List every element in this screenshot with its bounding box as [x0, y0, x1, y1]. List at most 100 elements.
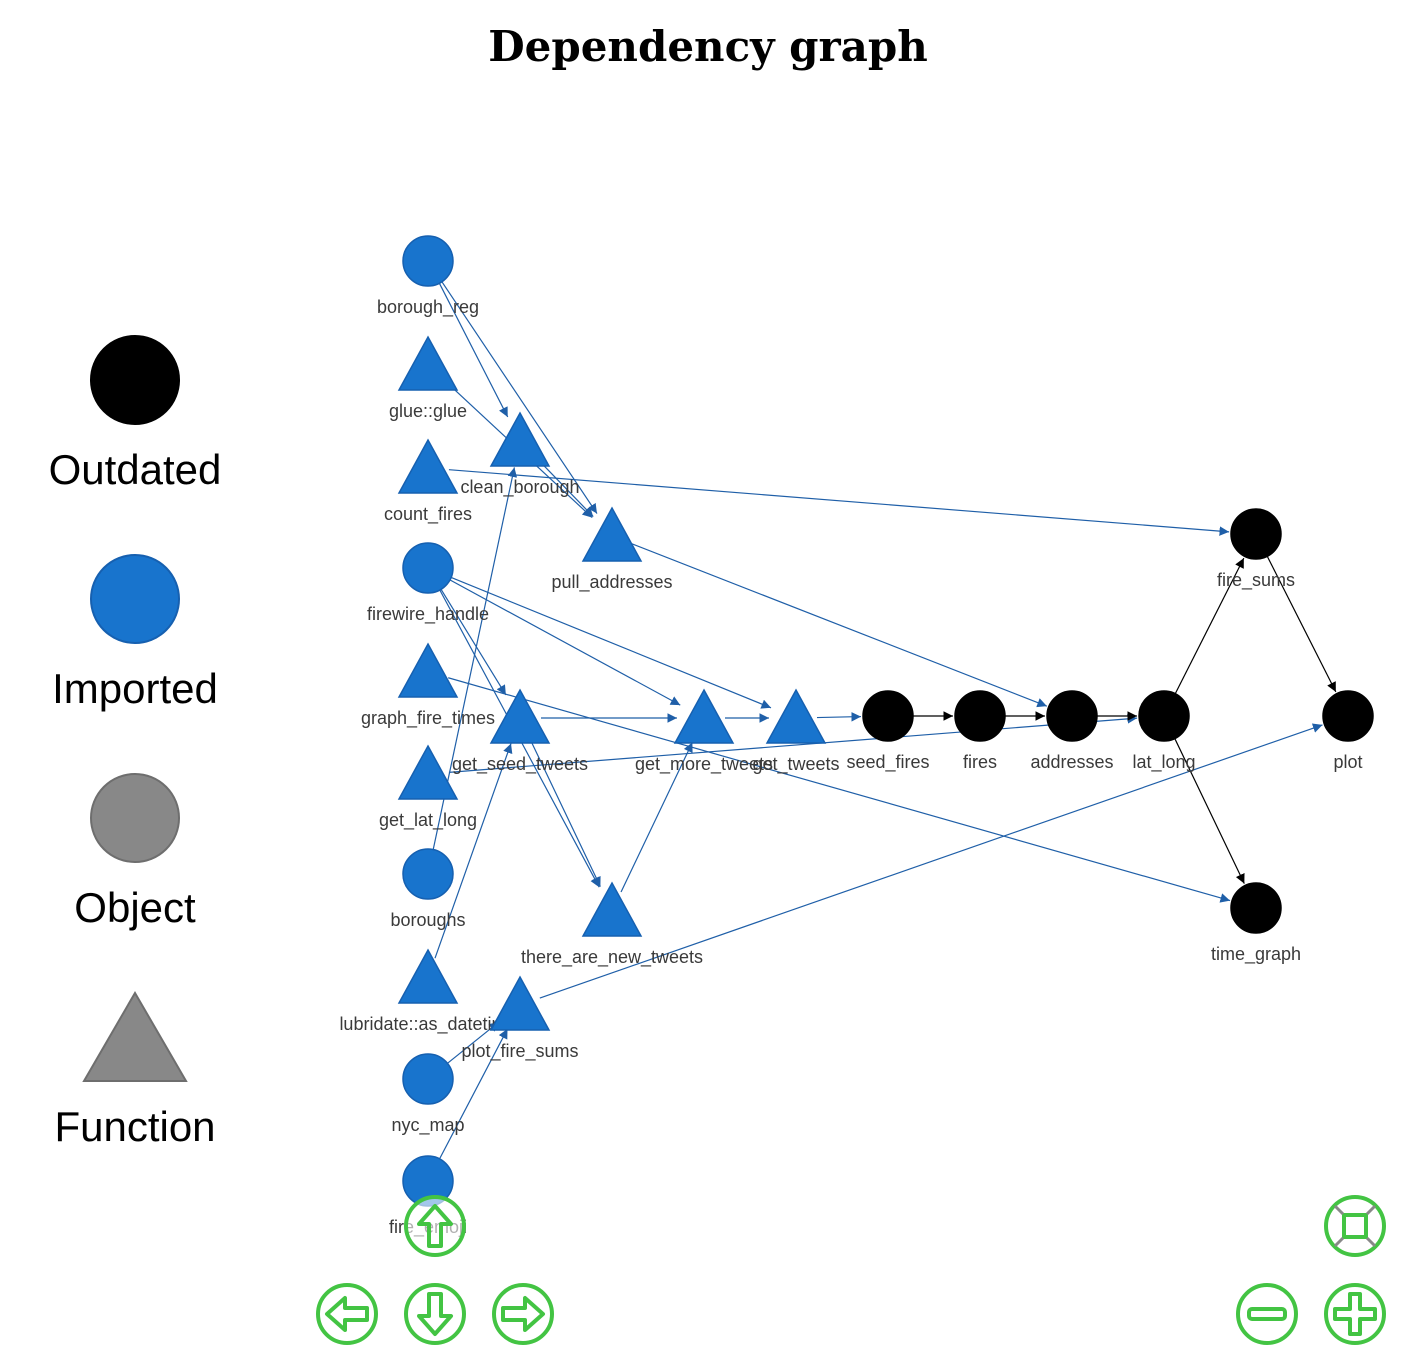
- node-label: clean_borough: [460, 477, 579, 498]
- edge-count_fires-to-fire_sums: [448, 469, 1230, 536]
- triangle-node-icon: [489, 975, 551, 1031]
- node-borough_reg[interactable]: borough_reg: [377, 235, 479, 318]
- triangle-node-icon: [397, 335, 459, 391]
- fit-screen-icon: [1324, 1195, 1386, 1257]
- edge-plot_fire_sums-to-plot: [539, 723, 1323, 999]
- legend-object-icon: [90, 773, 180, 863]
- triangle-node-icon: [489, 411, 551, 467]
- triangle-node-icon: [397, 948, 459, 1004]
- node-label: get_tweets: [752, 754, 839, 775]
- node-label: get_lat_long: [379, 810, 477, 831]
- node-plot[interactable]: plot: [1322, 690, 1374, 772]
- node-label: pull_addresses: [551, 572, 672, 593]
- zoom-out-icon: [1236, 1283, 1298, 1345]
- circle-node-icon: [1230, 882, 1282, 934]
- triangle-node-icon: [397, 642, 459, 698]
- node-there_are_new_tweets[interactable]: there_are_new_tweets: [521, 881, 703, 968]
- node-label: time_graph: [1211, 944, 1301, 965]
- edge-fire_sums-to-plot: [1264, 552, 1337, 693]
- node-fires[interactable]: fires: [954, 690, 1006, 772]
- zoom-in-button[interactable]: [1323, 1282, 1387, 1346]
- node-label: fires: [963, 752, 997, 772]
- node-pull_addresses[interactable]: pull_addresses: [551, 506, 673, 593]
- node-as_datetime[interactable]: lubridate::as_datetime: [339, 948, 517, 1035]
- node-boroughs[interactable]: boroughs: [390, 848, 466, 930]
- triangle-node-icon: [581, 506, 643, 562]
- circle-node-icon: [1322, 690, 1374, 742]
- node-label: count_fires: [384, 504, 472, 525]
- edge-get_seed_tweets-to-there_are_new_tweets: [528, 736, 601, 887]
- pan-up-button[interactable]: [403, 1194, 467, 1258]
- node-firewire_handle[interactable]: firewire_handle: [367, 542, 489, 625]
- node-get_lat_long[interactable]: get_lat_long: [379, 744, 477, 831]
- node-lat_long[interactable]: lat_long: [1132, 690, 1196, 773]
- node-nyc_map[interactable]: nyc_map: [391, 1053, 465, 1136]
- pan-left-button[interactable]: [315, 1282, 379, 1346]
- edge-nyc_map-to-plot_fire_sums: [443, 1021, 500, 1067]
- node-addresses[interactable]: addresses: [1030, 690, 1114, 772]
- node-get_more_tweets[interactable]: get_more_tweets: [635, 688, 773, 775]
- triangle-node-icon: [397, 438, 459, 494]
- node-label: get_seed_tweets: [452, 754, 588, 775]
- node-label: firewire_handle: [367, 604, 489, 625]
- down-arrow-icon: [404, 1283, 466, 1345]
- legend-label: Outdated: [49, 446, 222, 493]
- node-label: fire_sums: [1217, 570, 1295, 591]
- node-label: boroughs: [390, 910, 465, 930]
- legend-label: Imported: [52, 665, 218, 712]
- triangle-node-icon: [489, 688, 551, 744]
- edge-lat_long-to-time_graph: [1172, 734, 1245, 884]
- legend-outdated-icon: [90, 335, 180, 425]
- edge-as_datetime-to-get_seed_tweets: [434, 743, 513, 959]
- node-get_tweets[interactable]: get_tweets: [752, 688, 840, 775]
- circle-node-icon: [1138, 690, 1190, 742]
- fit-view-button[interactable]: [1323, 1194, 1387, 1258]
- legend-label: Function: [54, 1103, 215, 1150]
- node-graph_fire_times[interactable]: graph_fire_times: [361, 642, 495, 729]
- edge-get_tweets-to-seed_fires: [816, 711, 862, 722]
- triangle-node-icon: [581, 881, 643, 937]
- node-clean_borough[interactable]: clean_borough: [460, 411, 580, 498]
- node-label: addresses: [1030, 752, 1113, 772]
- node-label: graph_fire_times: [361, 708, 495, 729]
- node-label: borough_reg: [377, 297, 479, 318]
- node-seed_fires[interactable]: seed_fires: [846, 690, 930, 773]
- nodes-layer: borough_regglue::gluecount_firesfirewire…: [339, 235, 1374, 1238]
- legend: Outdated Imported Object Function: [49, 335, 222, 1150]
- node-label: there_are_new_tweets: [521, 947, 703, 968]
- node-count_fires[interactable]: count_fires: [384, 438, 472, 525]
- edge-pull_addresses-to-addresses: [631, 543, 1048, 708]
- circle-node-icon: [402, 848, 454, 900]
- circle-node-icon: [1230, 508, 1282, 560]
- page-title: Dependency graph: [488, 22, 928, 71]
- zoom-out-button[interactable]: [1235, 1282, 1299, 1346]
- left-arrow-icon: [316, 1283, 378, 1345]
- node-fire_sums[interactable]: fire_sums: [1217, 508, 1295, 591]
- legend-label: Object: [74, 884, 196, 931]
- node-time_graph[interactable]: time_graph: [1211, 882, 1301, 965]
- edge-borough_reg-to-clean_borough: [437, 279, 509, 418]
- pan-down-button[interactable]: [403, 1282, 467, 1346]
- triangle-node-icon: [765, 688, 827, 744]
- edge-firewire_handle-to-get_more_tweets: [446, 577, 681, 706]
- node-label: plot: [1333, 752, 1362, 772]
- legend-imported-icon: [90, 554, 180, 644]
- node-label: get_more_tweets: [635, 754, 773, 775]
- pan-right-button[interactable]: [491, 1282, 555, 1346]
- node-get_seed_tweets[interactable]: get_seed_tweets: [452, 688, 588, 775]
- node-label: lat_long: [1132, 752, 1195, 773]
- node-glue[interactable]: glue::glue: [389, 335, 467, 421]
- circle-node-icon: [402, 1053, 454, 1105]
- edge-there_are_new_tweets-to-get_more_tweets: [620, 742, 693, 893]
- node-label: glue::glue: [389, 401, 467, 421]
- circle-node-icon: [954, 690, 1006, 742]
- node-plot_fire_sums[interactable]: plot_fire_sums: [461, 975, 579, 1062]
- circle-node-icon: [1046, 690, 1098, 742]
- triangle-node-icon: [673, 688, 735, 744]
- node-label: nyc_map: [391, 1115, 464, 1136]
- edge-get_lat_long-to-lat_long: [448, 714, 1138, 773]
- edge-fire_emoji-to-plot_fire_sums: [437, 1028, 509, 1163]
- zoom-in-icon: [1324, 1283, 1386, 1345]
- node-label: plot_fire_sums: [461, 1041, 578, 1062]
